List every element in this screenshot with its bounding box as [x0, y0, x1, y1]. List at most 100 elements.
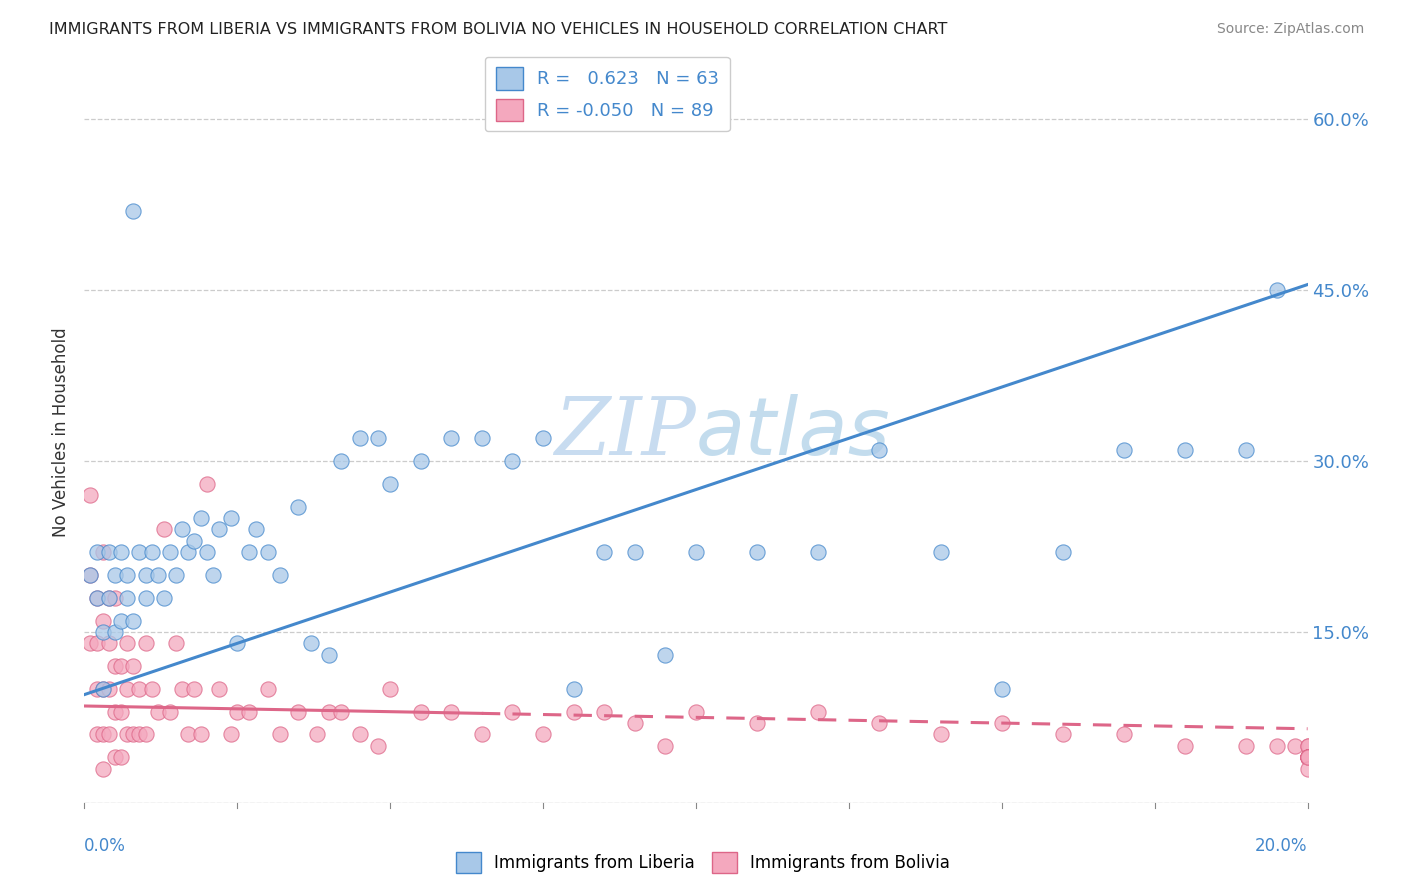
Point: [1296, 750, 1319, 764]
Point: [1052, 727, 1074, 741]
Point: [1174, 739, 1197, 753]
Point: [97, 591, 120, 605]
Point: [97, 727, 120, 741]
Point: [86, 545, 108, 559]
Point: [195, 476, 218, 491]
Point: [929, 545, 952, 559]
Point: [1296, 750, 1319, 764]
Point: [807, 545, 830, 559]
Point: [183, 533, 205, 548]
Point: [1174, 442, 1197, 457]
Point: [141, 681, 163, 696]
Point: [305, 727, 328, 741]
Point: [190, 511, 212, 525]
Point: [110, 545, 132, 559]
Point: [929, 727, 952, 741]
Point: [159, 705, 181, 719]
Point: [380, 681, 402, 696]
Point: [807, 705, 830, 719]
Point: [238, 705, 260, 719]
Point: [86, 681, 108, 696]
Point: [115, 568, 138, 582]
Point: [440, 431, 463, 445]
Point: [380, 476, 402, 491]
Point: [91, 614, 114, 628]
Point: [991, 681, 1014, 696]
Point: [208, 681, 231, 696]
Point: [122, 659, 145, 673]
Text: ZIP: ZIP: [554, 394, 696, 471]
Legend: Immigrants from Liberia, Immigrants from Bolivia: Immigrants from Liberia, Immigrants from…: [450, 846, 956, 880]
Point: [183, 681, 205, 696]
Point: [91, 624, 114, 639]
Point: [654, 648, 676, 662]
Point: [104, 705, 127, 719]
Point: [115, 636, 138, 650]
Point: [991, 716, 1014, 731]
Point: [219, 511, 242, 525]
Point: [219, 727, 242, 741]
Point: [128, 681, 150, 696]
Point: [1236, 739, 1258, 753]
Point: [502, 705, 524, 719]
Point: [238, 545, 260, 559]
Point: [91, 727, 114, 741]
Point: [110, 705, 132, 719]
Point: [318, 705, 340, 719]
Point: [104, 591, 127, 605]
Point: [153, 591, 176, 605]
Point: [135, 636, 157, 650]
Point: [226, 705, 249, 719]
Point: [1114, 442, 1136, 457]
Point: [135, 591, 157, 605]
Point: [115, 681, 138, 696]
Point: [177, 727, 200, 741]
Point: [97, 681, 120, 696]
Point: [115, 591, 138, 605]
Point: [1296, 750, 1319, 764]
Point: [1296, 750, 1319, 764]
Text: 0.0%: 0.0%: [84, 837, 127, 855]
Point: [502, 454, 524, 468]
Point: [367, 431, 389, 445]
Point: [146, 705, 169, 719]
Point: [531, 431, 554, 445]
Point: [86, 727, 108, 741]
Point: [624, 545, 647, 559]
Point: [593, 545, 616, 559]
Point: [128, 727, 150, 741]
Point: [593, 705, 616, 719]
Point: [172, 681, 194, 696]
Point: [79, 488, 101, 502]
Point: [86, 591, 108, 605]
Point: [349, 431, 371, 445]
Point: [1296, 750, 1319, 764]
Point: [104, 624, 127, 639]
Point: [330, 454, 353, 468]
Point: [141, 545, 163, 559]
Point: [128, 545, 150, 559]
Point: [1296, 750, 1319, 764]
Point: [330, 705, 353, 719]
Point: [685, 545, 707, 559]
Point: [747, 716, 769, 731]
Point: [110, 659, 132, 673]
Point: [208, 523, 231, 537]
Point: [1296, 739, 1319, 753]
Point: [685, 705, 707, 719]
Point: [79, 568, 101, 582]
Point: [146, 568, 169, 582]
Point: [97, 636, 120, 650]
Point: [1236, 442, 1258, 457]
Point: [79, 568, 101, 582]
Point: [1296, 750, 1319, 764]
Point: [122, 203, 145, 218]
Point: [110, 614, 132, 628]
Point: [531, 727, 554, 741]
Point: [177, 545, 200, 559]
Point: [471, 727, 494, 741]
Point: [1296, 739, 1319, 753]
Point: [257, 545, 280, 559]
Point: [287, 500, 309, 514]
Point: [367, 739, 389, 753]
